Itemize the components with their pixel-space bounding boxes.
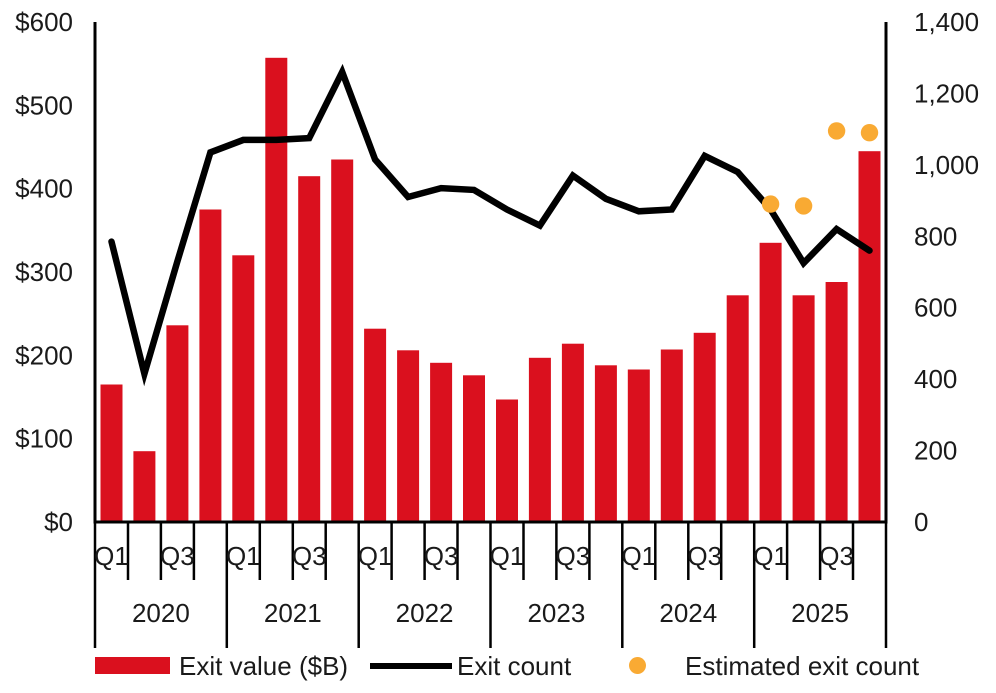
quarter-label-q3: Q3 <box>424 541 459 571</box>
y-axis-left-tick-label: $500 <box>15 90 73 120</box>
y-axis-left-tick-label: $0 <box>44 507 73 537</box>
exit-value-bar <box>693 332 716 522</box>
exit-value-bar <box>463 375 485 522</box>
exit-value-bar <box>133 451 156 522</box>
quarter-label-q1: Q1 <box>358 541 393 571</box>
y-axis-left-tick-label: $300 <box>15 257 73 287</box>
estimated-exit-count-dot <box>827 122 846 140</box>
exit-value-bar <box>364 328 387 522</box>
estimated-exit-count-legend-label: Estimated exit count <box>685 651 920 681</box>
y-axis-left-tick-label: $200 <box>15 340 73 370</box>
year-label: 2024 <box>659 598 717 628</box>
exit-value-bar <box>561 343 584 522</box>
exit-value-legend-label: Exit value ($B) <box>179 651 349 681</box>
y-axis-right-tick-label: 1,000 <box>914 150 979 180</box>
year-label: 2021 <box>264 598 322 628</box>
exit-count-legend-label: Exit count <box>457 651 572 681</box>
exit-value-bar <box>265 57 288 523</box>
y-axis-right-tick-label: 200 <box>914 436 957 466</box>
exit-value-bar <box>199 209 222 522</box>
y-axis-right-tick-label: 400 <box>914 364 957 394</box>
exit-value-bar <box>660 349 683 522</box>
quarter-label-q1: Q1 <box>226 541 261 571</box>
y-axis-right-tick-label: 600 <box>914 293 957 323</box>
y-axis-right-tick-label: 0 <box>914 507 928 537</box>
y-axis-left-tick-label: $400 <box>15 174 73 204</box>
exit-value-bar <box>166 325 189 522</box>
y-axis-left-tick-label: $100 <box>15 424 73 454</box>
exit-count-swatch <box>370 663 452 669</box>
y-axis-right-tick-label: 800 <box>914 221 957 251</box>
exit-value-bar <box>726 295 749 522</box>
exit-count-line <box>108 63 873 387</box>
quarter-label-q1: Q1 <box>753 541 788 571</box>
year-label: 2020 <box>132 598 190 628</box>
exit-value-bar <box>594 365 617 522</box>
exit-value-bar <box>397 350 420 522</box>
y-axis-left-tick-label: $600 <box>15 7 73 37</box>
exit-value-bar <box>298 176 321 522</box>
quarter-label-q3: Q3 <box>292 541 327 571</box>
estimated-exit-count-dot <box>860 124 879 142</box>
exit-value-bar <box>792 295 815 522</box>
quarter-label-q1: Q1 <box>94 541 129 571</box>
quarter-label-q1: Q1 <box>621 541 656 571</box>
year-label: 2025 <box>791 598 849 628</box>
exit-value-bar <box>430 362 453 522</box>
estimated-exit-count-swatch <box>629 657 646 674</box>
exit-value-bar <box>759 242 782 523</box>
exit-value-bar <box>825 282 848 522</box>
exit-value-bar <box>627 369 650 522</box>
quarter-label-q3: Q3 <box>160 541 195 571</box>
quarter-label-q3: Q3 <box>556 541 591 571</box>
chart-legend: Exit value ($B) Exit count Estimated exi… <box>0 648 996 686</box>
estimated-exit-count-dot <box>761 195 780 213</box>
year-label: 2023 <box>527 598 585 628</box>
exit-value-bar <box>528 357 551 522</box>
exit-value-bar <box>858 151 881 522</box>
exit-value-swatch <box>95 657 170 674</box>
quarter-label-q3: Q3 <box>819 541 854 571</box>
year-label: 2022 <box>396 598 454 628</box>
y-axis-right-tick-label: 1,400 <box>914 7 979 37</box>
estimated-exit-count-dot <box>794 197 813 215</box>
exit-value-bar <box>100 384 123 522</box>
exit-value-bar <box>496 399 518 522</box>
exit-value-bar <box>232 255 255 523</box>
quarter-label-q1: Q1 <box>490 541 525 571</box>
quarter-label-q3: Q3 <box>687 541 722 571</box>
y-axis-right-tick-label: 1,200 <box>914 78 979 108</box>
exit-value-bar <box>331 159 354 522</box>
